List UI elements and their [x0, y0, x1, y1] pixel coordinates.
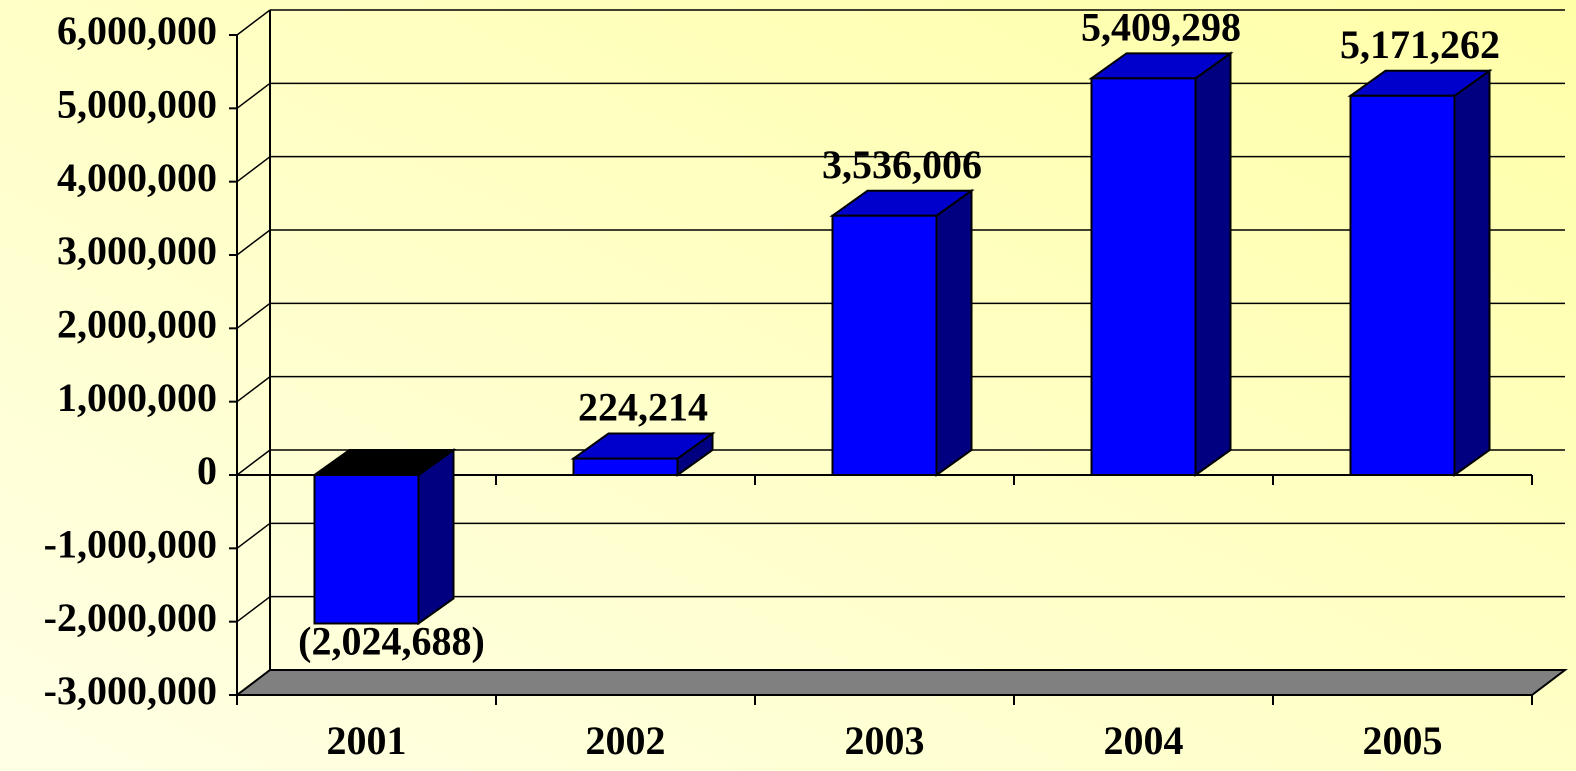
- grid-line-side: [236, 596, 271, 623]
- bar: [311, 448, 457, 626]
- y-tick-label: 6,000,000: [57, 8, 217, 53]
- x-tick-label: 2003: [845, 718, 925, 763]
- bar: [1347, 68, 1493, 477]
- bar-front: [1349, 94, 1456, 477]
- y-tick-label: 0: [197, 448, 217, 493]
- x-tick-label: 2005: [1363, 718, 1443, 763]
- y-tick-label: -3,000,000: [44, 668, 217, 713]
- data-label: 3,536,006: [822, 142, 982, 187]
- grid-line-side: [236, 229, 271, 256]
- data-label: 5,409,298: [1081, 4, 1241, 49]
- bar: [570, 431, 716, 477]
- bar-side: [417, 448, 455, 626]
- grid-line-side: [236, 156, 271, 183]
- bar-front: [313, 474, 420, 625]
- y-tick-label: 4,000,000: [57, 155, 217, 200]
- grid-line-side: [236, 376, 271, 403]
- y-tick-label: 1,000,000: [57, 375, 217, 420]
- bar-side: [1453, 68, 1491, 477]
- grid-line-side: [236, 522, 271, 549]
- grid-line-side: [236, 82, 271, 109]
- x-tick-label: 2004: [1104, 718, 1184, 763]
- data-label: (2,024,688): [298, 619, 485, 664]
- data-label: 5,171,262: [1340, 22, 1500, 67]
- x-tick-label: 2001: [327, 718, 407, 763]
- bar-front: [572, 457, 679, 477]
- bar-side: [935, 188, 973, 477]
- bar: [829, 188, 975, 477]
- bar: [1088, 51, 1234, 477]
- y-tick-label: -2,000,000: [44, 595, 217, 640]
- x-tick-label: 2002: [586, 718, 666, 763]
- grid-line-side: [236, 449, 271, 476]
- floor: [234, 669, 1568, 696]
- data-label: 224,214: [578, 385, 708, 430]
- grid-line-side: [236, 9, 271, 36]
- bar-front: [1090, 77, 1197, 476]
- y-tick-label: 3,000,000: [57, 228, 217, 273]
- bar-front: [831, 214, 938, 476]
- y-tick-label: -1,000,000: [44, 522, 217, 567]
- grid-line-side: [236, 302, 271, 329]
- y-tick-label: 5,000,000: [57, 82, 217, 127]
- bar-side: [1194, 51, 1232, 477]
- y-tick-label: 2,000,000: [57, 302, 217, 347]
